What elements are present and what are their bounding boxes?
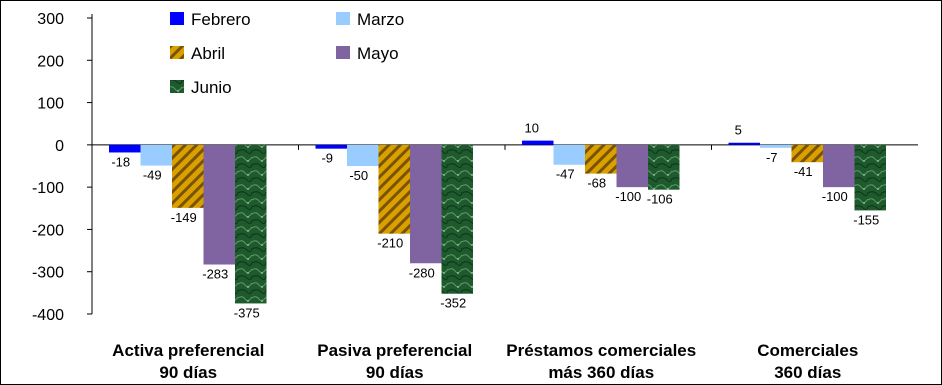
y-tick-label: 0 bbox=[55, 138, 64, 155]
y-tick-label: 200 bbox=[37, 53, 64, 70]
bar-febrero bbox=[728, 142, 760, 145]
bar-febrero bbox=[315, 144, 347, 149]
bar-junio bbox=[648, 144, 680, 190]
bar-abril bbox=[791, 144, 823, 163]
data-label: 5 bbox=[735, 123, 742, 138]
data-label: 10 bbox=[525, 121, 539, 136]
legend-swatch bbox=[170, 80, 184, 93]
legend-label: Mayo bbox=[357, 44, 399, 63]
legend-swatch bbox=[336, 12, 350, 25]
data-label: -100 bbox=[822, 189, 848, 204]
bar-abril bbox=[585, 144, 617, 174]
bar-abril bbox=[378, 144, 410, 234]
legend-label: Marzo bbox=[357, 10, 404, 29]
category-label: 90 días bbox=[159, 363, 217, 382]
y-tick-label: 100 bbox=[37, 96, 64, 113]
data-label: -155 bbox=[853, 212, 879, 227]
legend-label: Febrero bbox=[191, 10, 251, 29]
data-label: -7 bbox=[766, 150, 778, 165]
category-label: Activa preferencial bbox=[112, 341, 264, 360]
bar-febrero bbox=[522, 140, 554, 145]
y-tick-label: -400 bbox=[32, 307, 64, 324]
data-label: -47 bbox=[556, 167, 575, 182]
y-tick-label: -200 bbox=[32, 222, 64, 239]
data-label: -68 bbox=[587, 176, 606, 191]
bar-abril bbox=[172, 144, 204, 208]
data-label: -283 bbox=[202, 267, 228, 282]
category-label: Pasiva preferencial bbox=[317, 341, 472, 360]
category-label: más 360 días bbox=[548, 363, 654, 382]
bar-junio bbox=[441, 144, 473, 294]
bar-marzo bbox=[760, 144, 792, 148]
data-label: -280 bbox=[409, 265, 435, 280]
bar-junio bbox=[854, 144, 886, 211]
legend-label: Abril bbox=[191, 44, 225, 63]
data-label: -18 bbox=[111, 154, 130, 169]
data-label: -49 bbox=[143, 168, 162, 183]
data-label: -100 bbox=[615, 189, 641, 204]
legend-swatch bbox=[170, 12, 184, 25]
category-label: 360 días bbox=[774, 363, 841, 382]
bar-mayo bbox=[410, 144, 442, 264]
bar-mayo bbox=[823, 144, 855, 188]
bar-marzo bbox=[347, 144, 379, 166]
bar-marzo bbox=[140, 144, 172, 166]
y-tick-label: -100 bbox=[32, 180, 64, 197]
data-label: -9 bbox=[321, 151, 333, 166]
legend-swatch bbox=[336, 46, 350, 59]
bar-junio bbox=[235, 144, 267, 304]
bar-marzo bbox=[553, 144, 585, 165]
legend-label: Junio bbox=[191, 78, 232, 97]
bar-mayo bbox=[616, 144, 648, 188]
legend-swatch bbox=[170, 46, 184, 59]
y-tick-label: 300 bbox=[37, 11, 64, 28]
data-label: -352 bbox=[440, 296, 466, 311]
category-label: Préstamos comerciales bbox=[506, 341, 696, 360]
bar-mayo bbox=[203, 144, 235, 265]
data-label: -375 bbox=[234, 305, 260, 320]
data-label: -149 bbox=[171, 210, 197, 225]
category-label: Comerciales bbox=[757, 341, 858, 360]
data-label: -210 bbox=[377, 236, 403, 251]
category-label: 90 días bbox=[366, 363, 424, 382]
data-label: -41 bbox=[794, 164, 813, 179]
bar-febrero bbox=[109, 144, 141, 153]
data-label: -50 bbox=[349, 168, 368, 183]
data-label: -106 bbox=[647, 192, 673, 207]
y-tick-label: -300 bbox=[32, 265, 64, 282]
